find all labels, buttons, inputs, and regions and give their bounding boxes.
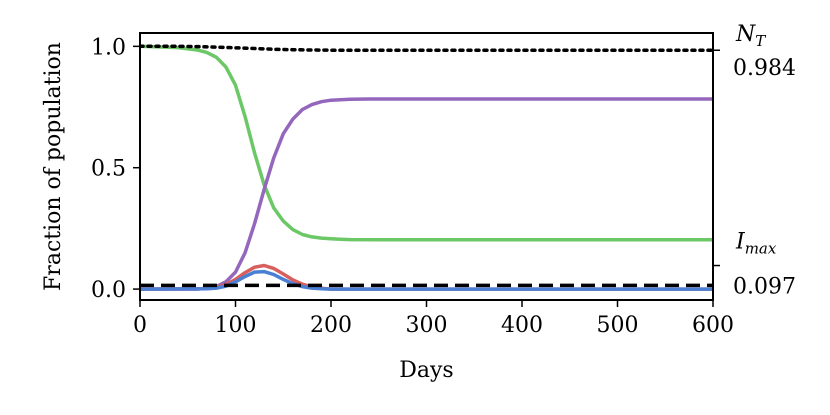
x-tick-label: 0 [133,313,147,338]
series-line-infected-tested [140,269,713,291]
y-tick-label: 1.0 [91,35,126,60]
x-tick-label: 200 [310,313,352,338]
y-tick-label: 0.0 [91,278,126,303]
series-line-n-t [140,44,713,52]
ticks: 0 100 200 300 400 500 600 0.0 0.5 1.0 [91,35,734,338]
series-line-susceptible [140,44,713,242]
x-tick-label: 300 [406,313,448,338]
y-axis-label: Fraction of population [41,42,66,291]
annotation-symbol-subscript: max [745,240,777,258]
annotation-symbol-subscript: T [755,32,766,50]
plot-lines [140,44,713,291]
plot-frame [139,32,714,301]
series-line-recovered [140,97,713,291]
y-tick-label: 0.5 [91,157,126,182]
annotation-symbol: NT [735,22,766,50]
annotation-symbol-main: N [735,22,756,47]
annotation-symbol-main: I [735,230,746,255]
x-tick-label: 100 [215,313,257,338]
x-axis-label: Days [399,358,453,383]
x-tick-label: 500 [597,313,639,338]
annotation-value: 0.097 [733,275,796,300]
x-tick-label: 400 [501,313,543,338]
annotations: NT 0.984 Imax 0.097 [733,22,796,299]
x-tick-label: 600 [692,313,734,338]
annotation-value: 0.984 [733,56,796,81]
annotation-symbol: Imax [735,230,777,258]
